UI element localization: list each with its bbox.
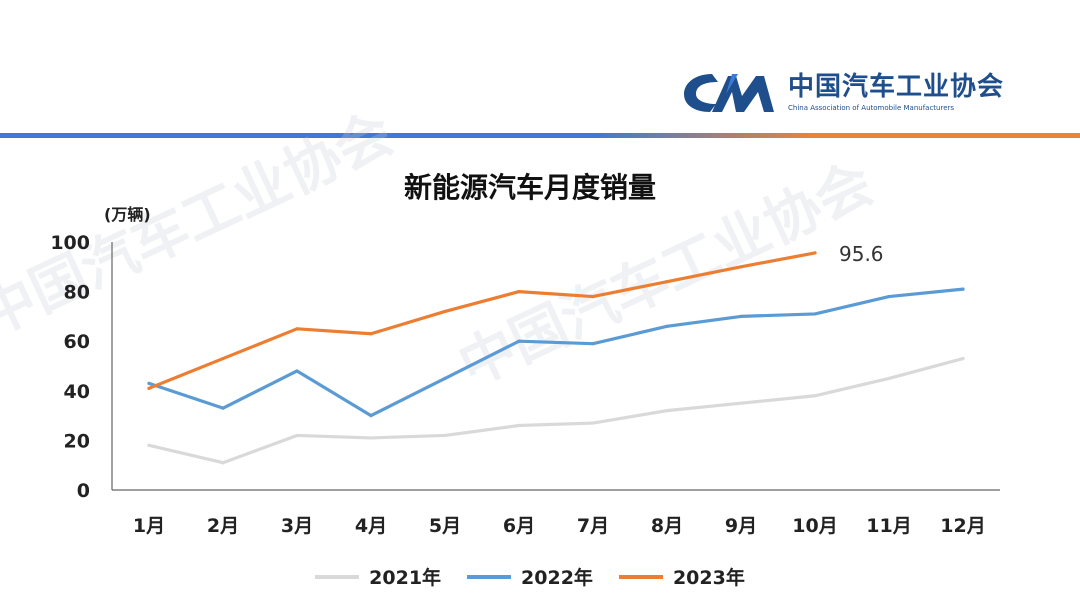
- x-tick-label: 3月: [281, 515, 313, 537]
- legend-swatch: [315, 574, 360, 579]
- data-point: [369, 436, 373, 440]
- x-tick-label: 10月: [792, 515, 837, 537]
- data-point: [517, 290, 521, 294]
- series-line-2022年: [147, 287, 965, 418]
- x-tick-label: 7月: [577, 515, 609, 537]
- org-name-cn: 中国汽车工业协会: [788, 72, 1005, 102]
- y-tick-label: 20: [64, 430, 90, 452]
- legend-item: 2021年: [315, 563, 441, 590]
- y-tick-label: 0: [77, 480, 90, 502]
- data-point: [813, 394, 817, 398]
- legend-item: 2022年: [467, 563, 593, 590]
- legend-label: 2023年: [672, 567, 745, 589]
- series-line-2023年: [147, 251, 817, 390]
- legend-swatch: [467, 574, 512, 579]
- data-point: [739, 401, 743, 405]
- data-point: [369, 414, 373, 418]
- data-point: [295, 369, 299, 373]
- chart-title: 新能源汽车月度销量: [403, 171, 656, 204]
- y-tick-label: 100: [50, 232, 90, 254]
- x-tick-label: 1月: [133, 515, 165, 537]
- data-point: [369, 332, 373, 336]
- series-line-2021年: [147, 356, 965, 465]
- data-point: [517, 339, 521, 343]
- data-point: [443, 309, 447, 314]
- data-point: [961, 287, 965, 291]
- legend-label: 2021年: [369, 567, 442, 589]
- x-tick-label: 5月: [429, 515, 461, 537]
- data-point: [961, 356, 965, 361]
- data-point: [887, 376, 891, 380]
- data-point: [295, 433, 299, 438]
- x-tick-label: 4月: [355, 515, 387, 537]
- legend-item: 2023年: [618, 563, 745, 590]
- legend-swatch: [618, 574, 663, 579]
- data-point: [591, 421, 595, 425]
- data-point: [813, 312, 817, 316]
- x-tick-label: 9月: [725, 515, 757, 537]
- data-point: [221, 356, 225, 361]
- data-point: [665, 409, 669, 413]
- x-tick-label: 12月: [940, 515, 985, 537]
- y-tick-label: 60: [64, 331, 90, 353]
- data-point: [147, 386, 151, 390]
- data-point: [295, 327, 299, 331]
- y-tick-label: 40: [64, 381, 90, 403]
- data-point: [443, 376, 447, 380]
- data-point: [591, 294, 595, 299]
- org-name-en: China Association of Automobile Manufact…: [788, 104, 955, 112]
- y-axis-unit-label: (万辆): [104, 205, 151, 224]
- data-point: [739, 265, 743, 269]
- legend-label: 2022年: [521, 567, 593, 589]
- header: 中国汽车工业协会 China Association of Automobile…: [0, 0, 1080, 140]
- caam-logo-icon: [684, 74, 774, 112]
- data-point: [665, 280, 669, 284]
- chart-legend: 2021年 2022年 2023年: [0, 563, 1060, 590]
- data-point: [443, 433, 447, 438]
- data-point: [887, 294, 891, 299]
- data-point: [813, 251, 817, 255]
- data-point: [665, 324, 669, 328]
- data-label: 95.6: [839, 242, 884, 266]
- x-tick-label: 6月: [503, 515, 535, 537]
- data-point: [591, 342, 595, 346]
- x-tick-label: 2月: [207, 515, 239, 537]
- x-tick-label: 8月: [651, 515, 683, 537]
- data-point: [147, 443, 151, 447]
- y-tick-label: 80: [64, 282, 90, 304]
- data-point: [221, 406, 225, 410]
- data-point: [147, 381, 151, 385]
- header-divider: [0, 133, 1080, 138]
- x-tick-label: 11月: [866, 515, 911, 537]
- data-point: [221, 461, 225, 465]
- data-point: [517, 423, 521, 428]
- data-point: [739, 314, 743, 318]
